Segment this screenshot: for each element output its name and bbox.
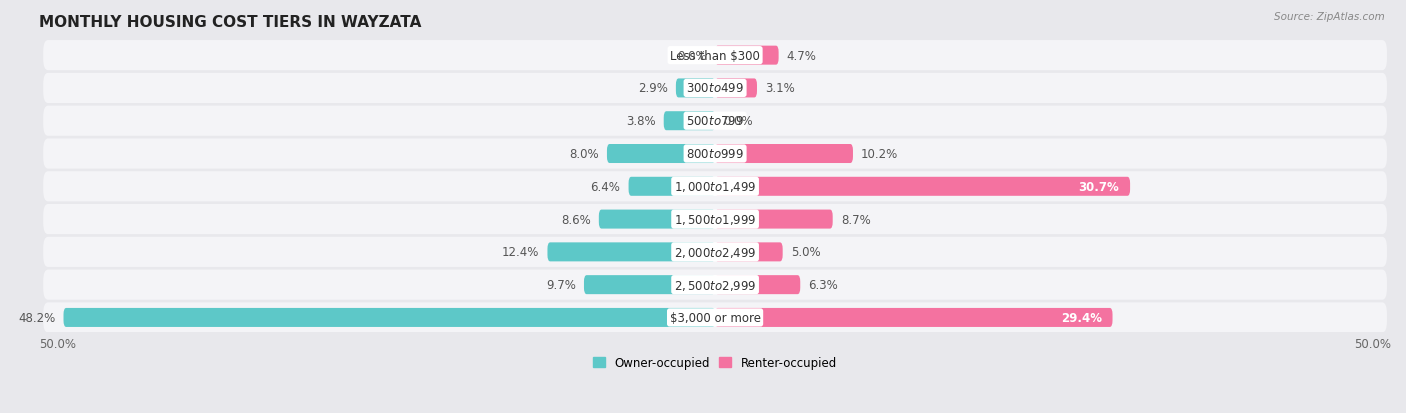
FancyBboxPatch shape	[63, 308, 716, 327]
FancyBboxPatch shape	[44, 172, 1386, 202]
Text: 6.4%: 6.4%	[591, 180, 620, 193]
Text: $2,000 to $2,499: $2,000 to $2,499	[673, 245, 756, 259]
FancyBboxPatch shape	[716, 210, 832, 229]
Text: 0.0%: 0.0%	[723, 115, 752, 128]
Text: $800 to $999: $800 to $999	[686, 148, 744, 161]
FancyBboxPatch shape	[716, 275, 800, 294]
FancyBboxPatch shape	[716, 79, 756, 98]
Text: 4.7%: 4.7%	[787, 50, 817, 62]
FancyBboxPatch shape	[716, 177, 1130, 196]
FancyBboxPatch shape	[628, 177, 716, 196]
FancyBboxPatch shape	[44, 237, 1386, 267]
Text: 8.0%: 8.0%	[569, 148, 599, 161]
Text: 0.0%: 0.0%	[678, 50, 707, 62]
Text: 8.6%: 8.6%	[561, 213, 591, 226]
Text: $300 to $499: $300 to $499	[686, 82, 744, 95]
Text: $1,000 to $1,499: $1,000 to $1,499	[673, 180, 756, 194]
FancyBboxPatch shape	[44, 41, 1386, 71]
FancyBboxPatch shape	[44, 270, 1386, 300]
FancyBboxPatch shape	[583, 275, 716, 294]
Text: 50.0%: 50.0%	[1354, 337, 1391, 350]
Text: $2,500 to $2,999: $2,500 to $2,999	[673, 278, 756, 292]
Text: 2.9%: 2.9%	[638, 82, 668, 95]
FancyBboxPatch shape	[547, 243, 716, 262]
FancyBboxPatch shape	[664, 112, 716, 131]
FancyBboxPatch shape	[44, 303, 1386, 333]
FancyBboxPatch shape	[599, 210, 716, 229]
FancyBboxPatch shape	[44, 139, 1386, 169]
FancyBboxPatch shape	[44, 74, 1386, 104]
FancyBboxPatch shape	[716, 308, 1112, 327]
Text: 9.7%: 9.7%	[546, 278, 576, 292]
Text: $3,000 or more: $3,000 or more	[669, 311, 761, 324]
Text: 30.7%: 30.7%	[1078, 180, 1119, 193]
Legend: Owner-occupied, Renter-occupied: Owner-occupied, Renter-occupied	[589, 351, 842, 374]
Text: 3.8%: 3.8%	[626, 115, 655, 128]
Text: $500 to $799: $500 to $799	[686, 115, 744, 128]
Text: 5.0%: 5.0%	[790, 246, 821, 259]
FancyBboxPatch shape	[44, 107, 1386, 136]
Text: 12.4%: 12.4%	[502, 246, 540, 259]
FancyBboxPatch shape	[607, 145, 716, 164]
Text: 10.2%: 10.2%	[860, 148, 898, 161]
FancyBboxPatch shape	[44, 204, 1386, 235]
FancyBboxPatch shape	[716, 47, 779, 66]
FancyBboxPatch shape	[676, 79, 716, 98]
Text: 3.1%: 3.1%	[765, 82, 794, 95]
Text: $1,500 to $1,999: $1,500 to $1,999	[673, 213, 756, 227]
FancyBboxPatch shape	[716, 145, 853, 164]
Text: Source: ZipAtlas.com: Source: ZipAtlas.com	[1274, 12, 1385, 22]
Text: 50.0%: 50.0%	[39, 337, 76, 350]
Text: MONTHLY HOUSING COST TIERS IN WAYZATA: MONTHLY HOUSING COST TIERS IN WAYZATA	[39, 15, 422, 30]
Text: 48.2%: 48.2%	[18, 311, 55, 324]
FancyBboxPatch shape	[716, 243, 783, 262]
Text: 6.3%: 6.3%	[808, 278, 838, 292]
Text: Less than $300: Less than $300	[671, 50, 761, 62]
Text: 8.7%: 8.7%	[841, 213, 870, 226]
Text: 29.4%: 29.4%	[1060, 311, 1102, 324]
